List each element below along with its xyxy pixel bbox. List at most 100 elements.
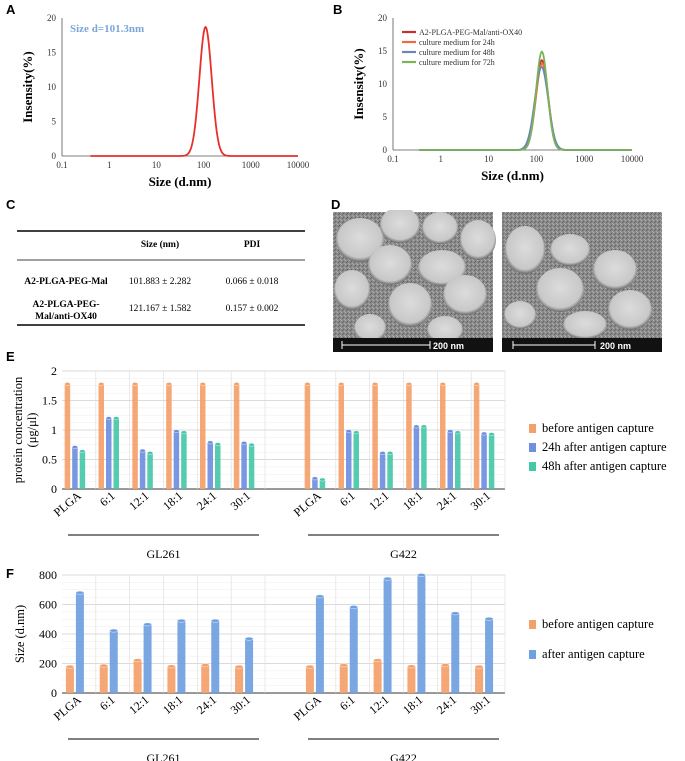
table-row-name: Mal/anti-OX40 xyxy=(35,312,97,322)
x-tick-label: 0.1 xyxy=(387,154,398,164)
x-tick-label: PLGA xyxy=(291,488,324,519)
bar xyxy=(106,418,112,489)
x-tick-label: 6:1 xyxy=(97,489,118,510)
bar xyxy=(177,620,186,693)
tem-image: 200 nm xyxy=(333,210,496,352)
bar-cap xyxy=(441,663,450,668)
bar xyxy=(349,607,358,693)
group-label: GL261 xyxy=(147,547,181,561)
table-row-size: 101.883 ± 2.282 xyxy=(129,277,191,287)
bar-cap xyxy=(373,658,382,663)
x-tick-label: 18:1 xyxy=(160,693,185,717)
scale-bar-label: 200 nm xyxy=(433,341,464,351)
bar xyxy=(387,453,393,489)
bar-cap xyxy=(165,382,172,386)
bar xyxy=(248,444,255,489)
y-tick-label: 15 xyxy=(47,48,57,58)
y-tick-label: 20 xyxy=(47,13,57,23)
x-tick-label: 12:1 xyxy=(366,693,391,717)
bar-cap xyxy=(79,449,86,454)
bar xyxy=(481,433,487,489)
group-label: G422 xyxy=(390,751,417,761)
group-label: GL261 xyxy=(147,751,181,761)
bar xyxy=(201,665,210,693)
x-tick-label: 1 xyxy=(439,154,444,164)
data-series-line xyxy=(419,62,632,151)
panel-label-d: D xyxy=(331,197,341,212)
y-tick-label: 0 xyxy=(51,686,57,700)
bar xyxy=(473,383,480,489)
bar xyxy=(200,383,206,489)
table-row-name: A2-PLGA-PEG- xyxy=(32,300,99,310)
bar xyxy=(139,450,146,489)
size-bar-chart: 0 200 400 600 800 PLGA 6:1 12:1 18:1 24:1 30:1 GL26… xyxy=(13,568,654,761)
y-tick-label: 800 xyxy=(39,568,57,582)
bar xyxy=(181,432,187,489)
bar-cap xyxy=(319,477,326,482)
bar xyxy=(488,434,495,489)
y-tick-label: 0.5 xyxy=(42,453,57,467)
y-axis-label: protein concentration xyxy=(11,376,25,483)
x-tick-label: 30:1 xyxy=(468,489,493,513)
data-series-line xyxy=(419,59,632,151)
bar xyxy=(147,453,153,489)
bar xyxy=(353,432,359,489)
bar xyxy=(383,578,392,693)
bar-cap xyxy=(113,416,120,421)
bar-cap xyxy=(201,663,210,668)
bar-cap xyxy=(473,382,480,386)
y-axis-label: Insensity(%) xyxy=(351,48,366,120)
x-tick-label: 100 xyxy=(197,160,211,170)
legend-label: A2-PLGA-PEG-Mal/anti-OX40 xyxy=(419,28,522,37)
panel-label-e: E xyxy=(6,349,15,364)
bar xyxy=(315,596,324,693)
x-tick-label: 0.1 xyxy=(56,160,67,170)
bar-cap xyxy=(180,430,187,435)
bar-cap xyxy=(439,382,446,386)
bar xyxy=(133,660,142,693)
x-tick-label: 6:1 xyxy=(337,489,358,510)
x-tick-label: 30:1 xyxy=(228,693,253,717)
bar xyxy=(109,630,118,693)
bar-cap xyxy=(75,590,85,595)
table-row-name: A2-PLGA-PEG-Mal xyxy=(24,277,108,287)
bar xyxy=(451,613,460,693)
bar-cap xyxy=(207,440,214,445)
bar-cap xyxy=(233,382,240,386)
bar xyxy=(417,575,426,693)
dls-size-distribution-chart-b: 0.1 1 10 100 1000 10000 0 5 10 15 20 Size (d.nm) Ins… xyxy=(351,13,644,183)
bar-cap xyxy=(405,382,412,386)
bar xyxy=(235,666,244,693)
bar xyxy=(113,418,119,489)
bar xyxy=(379,453,386,489)
bar-cap xyxy=(143,622,152,627)
x-tick-label: 18:1 xyxy=(400,489,425,513)
bar-cap xyxy=(488,432,495,436)
bar-cap xyxy=(338,382,345,386)
bar-cap xyxy=(474,664,484,669)
bar-cap xyxy=(311,476,318,481)
bar xyxy=(372,383,378,489)
x-tick-label: 12:1 xyxy=(126,693,151,717)
bar xyxy=(132,383,138,489)
panel-label-a: A xyxy=(6,2,16,17)
bar-cap xyxy=(454,430,461,435)
bar xyxy=(72,447,78,489)
y-tick-label: 600 xyxy=(39,598,57,612)
y-tick-label: 10 xyxy=(378,79,388,89)
legend-label: 24h after antigen capture xyxy=(542,440,667,454)
bar-cap xyxy=(420,424,427,429)
x-tick-label: PLGA xyxy=(291,692,324,723)
x-tick-label: 24:1 xyxy=(194,693,219,717)
y-tick-label: 20 xyxy=(378,13,388,23)
x-tick-label: 10000 xyxy=(621,154,644,164)
legend-swatch xyxy=(529,424,536,433)
bar-cap xyxy=(132,382,139,386)
x-tick-label: 1000 xyxy=(242,160,261,170)
y-tick-label: 10 xyxy=(47,82,57,92)
y-tick-label: 2 xyxy=(51,364,57,378)
bar-cap xyxy=(199,382,206,386)
table-header-pdi: PDI xyxy=(244,240,261,250)
group-label: G422 xyxy=(390,547,417,561)
